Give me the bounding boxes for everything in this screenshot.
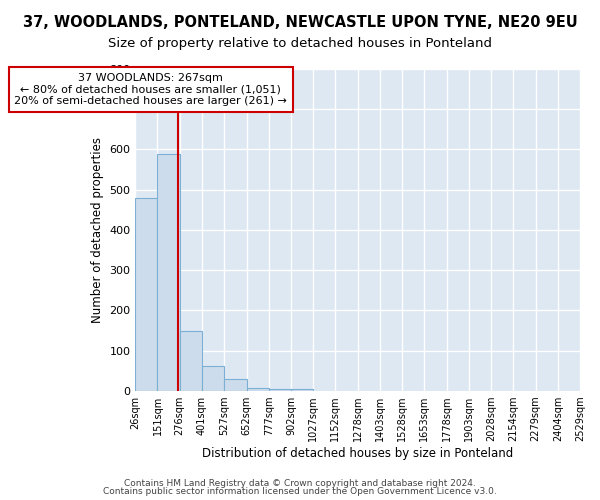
Text: Contains public sector information licensed under the Open Government Licence v3: Contains public sector information licen… <box>103 487 497 496</box>
Text: Contains HM Land Registry data © Crown copyright and database right 2024.: Contains HM Land Registry data © Crown c… <box>124 478 476 488</box>
Bar <box>202 366 224 391</box>
Bar <box>157 154 179 391</box>
Bar <box>179 330 202 391</box>
Bar <box>224 379 247 391</box>
Text: Size of property relative to detached houses in Ponteland: Size of property relative to detached ho… <box>108 38 492 51</box>
Text: 37 WOODLANDS: 267sqm
← 80% of detached houses are smaller (1,051)
20% of semi-de: 37 WOODLANDS: 267sqm ← 80% of detached h… <box>14 73 287 106</box>
Bar <box>135 198 157 391</box>
Bar <box>247 388 269 391</box>
Text: 37, WOODLANDS, PONTELAND, NEWCASTLE UPON TYNE, NE20 9EU: 37, WOODLANDS, PONTELAND, NEWCASTLE UPON… <box>23 15 577 30</box>
Bar <box>269 389 291 391</box>
Bar <box>291 389 313 391</box>
Y-axis label: Number of detached properties: Number of detached properties <box>91 137 104 323</box>
X-axis label: Distribution of detached houses by size in Ponteland: Distribution of detached houses by size … <box>202 447 513 460</box>
